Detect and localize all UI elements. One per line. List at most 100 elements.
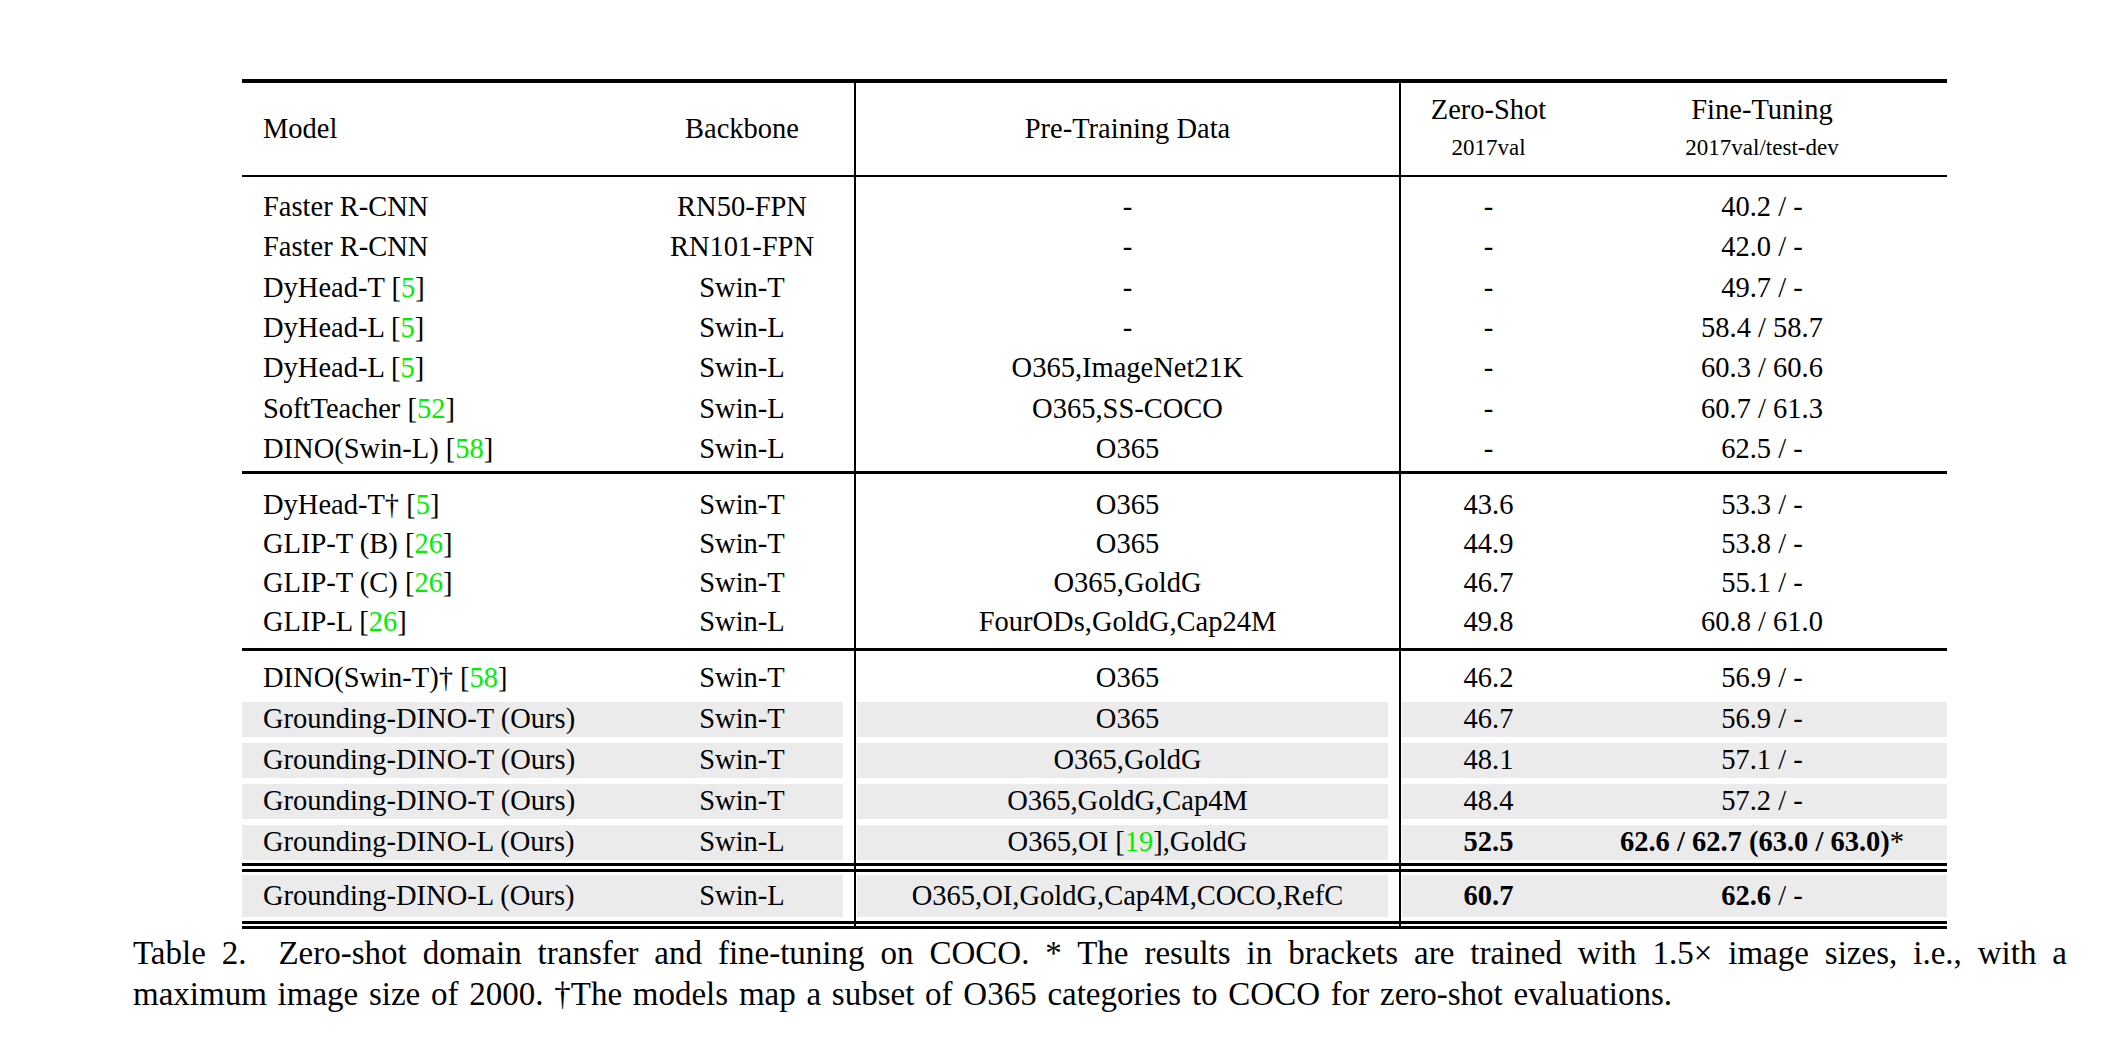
cell-zeroshot: 46.7 <box>1400 699 1577 740</box>
column-divider-pretrain-zeroshot <box>1399 83 1402 930</box>
citation-link[interactable]: 5 <box>400 352 414 384</box>
cell-backbone: RN101-FPN <box>629 227 855 267</box>
cell-finetune: 53.3 / - <box>1577 486 1947 525</box>
cell-model: Grounding-DINO-L (Ours) <box>242 822 629 863</box>
cell-finetune: 60.7 / 61.3 <box>1577 388 1947 428</box>
cell-model: DyHead-L [5] <box>242 308 629 348</box>
cell-finetune: 62.6 / 62.7 (63.0 / 63.0)* <box>1577 822 1947 863</box>
cell-finetune: 58.4 / 58.7 <box>1577 308 1947 348</box>
citation-link[interactable]: 26 <box>414 528 443 560</box>
cell-model: Grounding-DINO-T (Ours) <box>242 740 629 781</box>
header-model: Model <box>242 83 629 175</box>
cell-backbone: Swin-L <box>629 348 855 388</box>
cell-model: GLIP-T (B) [26] <box>242 525 629 564</box>
table-row: SoftTeacher [52]Swin-LO365,SS-COCO-60.7 … <box>242 388 1947 428</box>
cell-pretrain: FourODs,GoldG,Cap24M <box>855 603 1400 642</box>
table-group-3: DINO(Swin-T)† [58]Swin-TO36546.256.9 / -… <box>242 651 1947 864</box>
header-zeroshot-sub: 2017val <box>1451 129 1525 166</box>
cell-pretrain: O365,GoldG <box>855 564 1400 603</box>
column-divider-backbone-pretrain <box>854 83 857 930</box>
citation-link[interactable]: 58 <box>455 433 484 465</box>
cell-model: Faster R-CNN <box>242 187 629 227</box>
citation-link[interactable]: 58 <box>470 662 499 694</box>
cell-zeroshot: 43.6 <box>1400 486 1577 525</box>
citation-link[interactable]: 26 <box>414 567 443 599</box>
cell-backbone: Swin-T <box>629 525 855 564</box>
cell-zeroshot: 52.5 <box>1400 822 1577 863</box>
citation-link[interactable]: 5 <box>400 312 414 344</box>
caption-line-2: maximum image size of 2000. †The models … <box>133 974 2067 1015</box>
cell-finetune: 60.3 / 60.6 <box>1577 348 1947 388</box>
cell-finetune: 56.9 / - <box>1577 699 1947 740</box>
table-row: Grounding-DINO-T (Ours)Swin-TO365,GoldG4… <box>242 740 1947 781</box>
cell-pretrain: O365,SS-COCO <box>855 388 1400 428</box>
cell-zeroshot: 48.4 <box>1400 781 1577 822</box>
table-row: GLIP-L [26]Swin-LFourODs,GoldG,Cap24M49.… <box>242 603 1947 642</box>
cell-finetune: 40.2 / - <box>1577 187 1947 227</box>
cell-backbone: Swin-L <box>629 388 855 428</box>
citation-link[interactable]: 52 <box>417 393 446 425</box>
cell-pretrain: O365 <box>855 429 1400 469</box>
cell-model: DyHead-T [5] <box>242 268 629 308</box>
header-finetune-title: Fine-Tuning <box>1691 91 1832 129</box>
cell-finetune: 42.0 / - <box>1577 227 1947 267</box>
table-row: DyHead-L [5]Swin-L--58.4 / 58.7 <box>242 308 1947 348</box>
cell-model: Grounding-DINO-T (Ours) <box>242 781 629 822</box>
table-row: Grounding-DINO-T (Ours)Swin-TO365,GoldG,… <box>242 781 1947 822</box>
cell-finetune: 57.2 / - <box>1577 781 1947 822</box>
cell-model: Faster R-CNN <box>242 227 629 267</box>
cell-pretrain: O365,OI [19],GoldG <box>855 822 1400 863</box>
cell-backbone: Swin-T <box>629 658 855 699</box>
citation-link[interactable]: 19 <box>1125 826 1154 858</box>
table-group-2: DyHead-T† [5]Swin-TO36543.653.3 / -GLIP-… <box>242 474 1947 649</box>
table-row: Grounding-DINO-L (Ours)Swin-LO365,OI,Gol… <box>242 872 1947 921</box>
cell-model: DINO(Swin-L) [58] <box>242 429 629 469</box>
cell-finetune: 62.5 / - <box>1577 429 1947 469</box>
cell-pretrain: O365,OI,GoldG,Cap4M,COCO,RefC <box>855 872 1400 921</box>
cell-model: GLIP-L [26] <box>242 603 629 642</box>
cell-model: DyHead-T† [5] <box>242 486 629 525</box>
cell-backbone: Swin-L <box>629 603 855 642</box>
cell-zeroshot: 46.2 <box>1400 658 1577 699</box>
citation-link[interactable]: 26 <box>369 606 398 638</box>
cell-model: Grounding-DINO-T (Ours) <box>242 699 629 740</box>
cell-pretrain: O365,GoldG,Cap4M <box>855 781 1400 822</box>
cell-backbone: Swin-L <box>629 872 855 921</box>
table-row: GLIP-T (C) [26]Swin-TO365,GoldG46.755.1 … <box>242 564 1947 603</box>
cell-zeroshot: - <box>1400 187 1577 227</box>
cell-model: DINO(Swin-T)† [58] <box>242 658 629 699</box>
table-row: Grounding-DINO-T (Ours)Swin-TO36546.756.… <box>242 699 1947 740</box>
table-row: DyHead-T† [5]Swin-TO36543.653.3 / - <box>242 486 1947 525</box>
cell-model: DyHead-L [5] <box>242 348 629 388</box>
caption-line-1: Table 2. Zero-shot domain transfer and f… <box>133 933 2067 974</box>
cell-finetune: 56.9 / - <box>1577 658 1947 699</box>
cell-backbone: Swin-L <box>629 429 855 469</box>
table-row: DyHead-L [5]Swin-LO365,ImageNet21K-60.3 … <box>242 348 1947 388</box>
group-separator-double-rule <box>242 863 1947 872</box>
citation-link[interactable]: 5 <box>416 489 430 521</box>
cell-zeroshot: - <box>1400 388 1577 428</box>
citation-link[interactable]: 5 <box>401 272 415 304</box>
cell-zeroshot: 49.8 <box>1400 603 1577 642</box>
cell-zeroshot: 46.7 <box>1400 564 1577 603</box>
cell-backbone: Swin-T <box>629 699 855 740</box>
cell-zeroshot: 60.7 <box>1400 872 1577 921</box>
cell-pretrain: O365 <box>855 486 1400 525</box>
table-row: Faster R-CNNRN50-FPN--40.2 / - <box>242 187 1947 227</box>
table-row: DINO(Swin-L) [58]Swin-LO365-62.5 / - <box>242 429 1947 469</box>
header-finetune: Fine-Tuning 2017val/test-dev <box>1577 83 1947 175</box>
cell-zeroshot: - <box>1400 429 1577 469</box>
cell-model: SoftTeacher [52] <box>242 388 629 428</box>
cell-zeroshot: - <box>1400 308 1577 348</box>
results-table: Model Backbone Pre-Training Data Zero-Sh… <box>242 79 1947 929</box>
cell-backbone: Swin-T <box>629 486 855 525</box>
cell-finetune: 62.6 / - <box>1577 872 1947 921</box>
cell-finetune: 57.1 / - <box>1577 740 1947 781</box>
cell-model: GLIP-T (C) [26] <box>242 564 629 603</box>
cell-pretrain: - <box>855 268 1400 308</box>
table-group-4: Grounding-DINO-L (Ours)Swin-LO365,OI,Gol… <box>242 872 1947 921</box>
cell-finetune: 55.1 / - <box>1577 564 1947 603</box>
cell-zeroshot: - <box>1400 268 1577 308</box>
cell-backbone: RN50-FPN <box>629 187 855 227</box>
cell-finetune: 49.7 / - <box>1577 268 1947 308</box>
